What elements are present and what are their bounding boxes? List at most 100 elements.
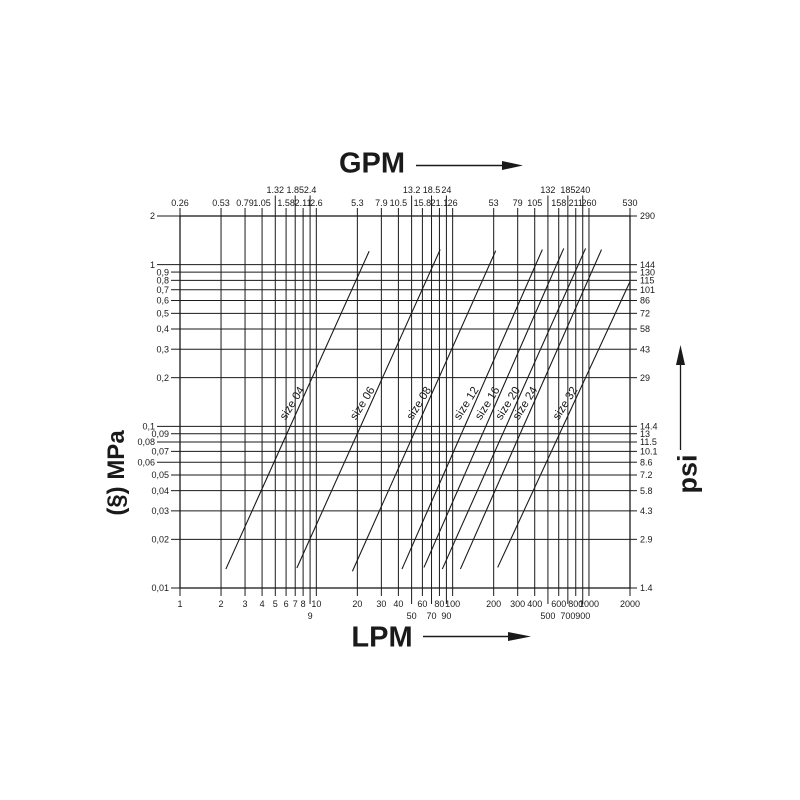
right-tick-label: 290 — [640, 211, 655, 221]
top-tick-label: 1.58 — [277, 198, 295, 208]
top-tick-label: 185 — [560, 185, 575, 195]
right-tick-label: 13 — [640, 429, 650, 439]
top-tick-label: 53 — [489, 198, 499, 208]
bottom-tick-label: 70 — [427, 611, 437, 621]
bottom-tick-label: 80 — [434, 599, 444, 609]
series-line-size-16 — [423, 248, 565, 568]
left-tick-label: 0,2 — [156, 373, 169, 383]
right-tick-label: 86 — [640, 296, 650, 306]
left-tick-label: 0,6 — [156, 296, 169, 306]
top-axis-title: GPM — [338, 147, 406, 180]
right-tick-label: 115 — [640, 276, 654, 286]
bottom-axis-title: LPM — [351, 621, 413, 654]
bottom-tick-label: 2 — [219, 599, 224, 609]
top-tick-label: 13.2 — [403, 185, 421, 195]
top-tick-label: 10.5 — [390, 198, 408, 208]
top-tick-label: 15.8 — [414, 198, 432, 208]
series-line-size-24 — [459, 249, 603, 570]
left-tick-label: 1 — [150, 260, 155, 270]
bottom-tick-label: 2000 — [620, 599, 640, 609]
left-tick-label: 0,07 — [151, 447, 169, 457]
right-tick-label: 29 — [640, 373, 650, 383]
right-tick-label: 14.4 — [640, 422, 658, 432]
bottom-tick-label: 700 — [560, 611, 575, 621]
series-line-size-32 — [497, 281, 631, 568]
top-tick-label: 1.32 — [267, 185, 285, 195]
top-tick-label: 0.53 — [212, 198, 230, 208]
left-tick-label: 0,8 — [156, 276, 169, 286]
left-tick-label: 0,06 — [137, 457, 155, 467]
right-tick-label: 4.3 — [640, 506, 653, 516]
right-tick-label: 7.2 — [640, 470, 653, 480]
bottom-tick-label: 100 — [445, 599, 460, 609]
right-arrow-icon — [423, 632, 531, 641]
left-tick-label: 0,9 — [156, 267, 169, 277]
bottom-tick-label: 9 — [308, 611, 313, 621]
right-tick-label: 72 — [640, 309, 650, 319]
left-tick-label: 0,02 — [151, 535, 169, 545]
bottom-tick-label: 50 — [407, 611, 417, 621]
right-tick-label: 43 — [640, 344, 650, 354]
top-tick-label: 1.05 — [253, 198, 271, 208]
right-tick-label: 2.9 — [640, 535, 653, 545]
left-tick-label: 0,05 — [151, 470, 169, 480]
top-tick-label: 0.79 — [236, 198, 254, 208]
bottom-tick-label: 500 — [540, 611, 555, 621]
right-tick-label: 130 — [640, 267, 655, 277]
top-tick-label: 21.1 — [431, 198, 449, 208]
top-tick-label: 5.3 — [351, 198, 364, 208]
bottom-tick-label: 300 — [510, 599, 525, 609]
top-tick-label: 132 — [540, 185, 555, 195]
up-arrow-icon — [676, 345, 685, 450]
bottom-tick-label: 40 — [393, 599, 403, 609]
right-tick-label: 58 — [640, 324, 650, 334]
right-tick-label: 1.4 — [640, 583, 653, 593]
bottom-tick-label: 3 — [243, 599, 248, 609]
right-tick-label: 10.1 — [640, 447, 658, 457]
right-arrow-icon — [416, 161, 523, 170]
bottom-tick-label: 400 — [527, 599, 542, 609]
series-label-size-06: size 06 — [348, 385, 377, 422]
left-tick-label: 0,5 — [156, 309, 169, 319]
left-tick-label: 0,09 — [151, 429, 169, 439]
bottom-tick-label: 8 — [301, 599, 306, 609]
top-tick-label: 260 — [581, 198, 596, 208]
right-tick-label: 101 — [640, 285, 655, 295]
top-tick-label: 2.6 — [310, 198, 323, 208]
left-tick-label: 0,7 — [156, 285, 169, 295]
series-line-size-06 — [296, 249, 441, 569]
top-tick-label: 2.4 — [304, 185, 317, 195]
top-tick-label: 79 — [513, 198, 523, 208]
top-tick-label: 24 — [441, 185, 451, 195]
bottom-tick-label: 600 — [551, 599, 566, 609]
series-line-size-04 — [225, 251, 370, 570]
bottom-tick-label: 900 — [575, 611, 590, 621]
left-tick-label: 0,03 — [151, 506, 169, 516]
bottom-tick-label: 90 — [441, 611, 451, 621]
bottom-tick-label: 30 — [376, 599, 386, 609]
left-tick-label: 0,1 — [142, 422, 155, 432]
top-tick-label: 18.5 — [423, 185, 441, 195]
left-tick-label: 0,04 — [151, 486, 169, 496]
top-tick-label: 7.9 — [375, 198, 388, 208]
bottom-tick-label: 800 — [568, 599, 583, 609]
left-tick-label: 2 — [150, 211, 155, 221]
top-tick-label: 211 — [569, 198, 583, 208]
bottom-tick-label: 20 — [352, 599, 362, 609]
bottom-tick-label: 1000 — [579, 599, 599, 609]
series-line-size-20 — [441, 248, 587, 570]
bottom-tick-label: 6 — [284, 599, 289, 609]
top-tick-label: 2.11 — [295, 198, 312, 208]
bottom-tick-label: 4 — [260, 599, 265, 609]
top-tick-label: 158 — [551, 198, 566, 208]
right-tick-label: 144 — [640, 260, 655, 270]
left-tick-label: 0,01 — [151, 583, 169, 593]
top-tick-label: 105 — [527, 198, 542, 208]
plot-border — [179, 215, 631, 589]
left-tick-label: 0,08 — [137, 437, 155, 447]
left-tick-label: 0,3 — [156, 344, 169, 354]
top-tick-label: 1.85 — [286, 185, 304, 195]
bottom-tick-label: 1 — [177, 599, 182, 609]
